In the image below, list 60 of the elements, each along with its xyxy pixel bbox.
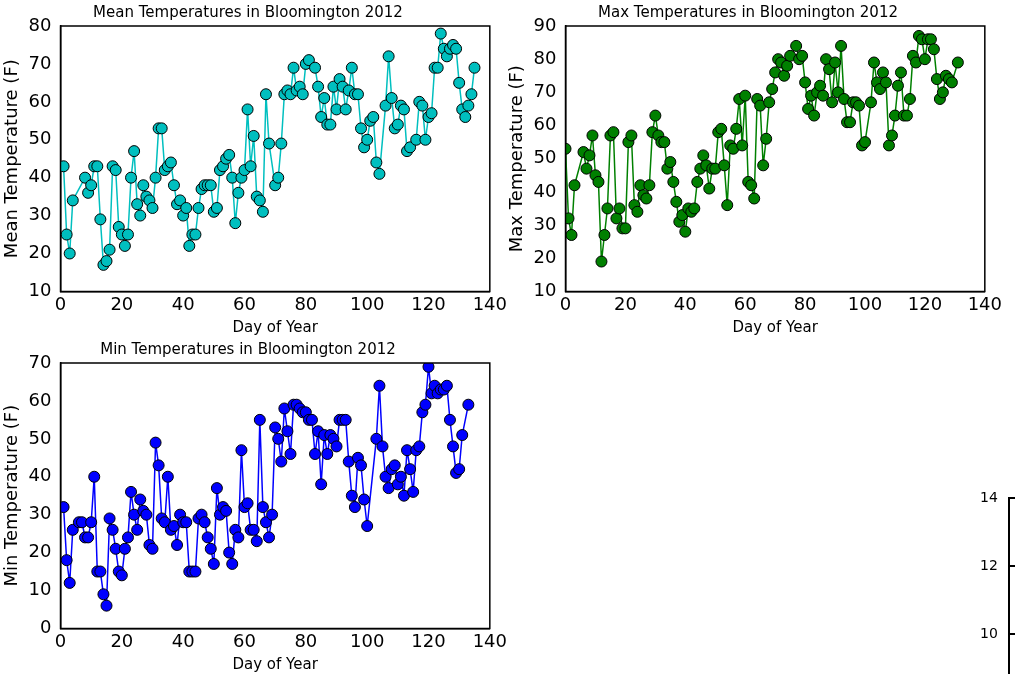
y-tick-label: 30	[533, 212, 557, 234]
x-tick-label: 100	[847, 292, 883, 314]
y-tick-label: 60	[28, 89, 52, 111]
y-tick-label: 40	[28, 165, 52, 187]
x-tick-label: 60	[233, 292, 256, 314]
y-tick-label: 80	[28, 13, 52, 35]
text: 14	[980, 488, 998, 506]
y-tick-label: 50	[28, 426, 52, 448]
x-axis-title: Day of Year	[732, 317, 819, 336]
x-axis-title: Day of Year	[232, 654, 319, 673]
x-tick-label: 120	[411, 629, 446, 651]
x-tick-label: 60	[733, 292, 757, 314]
y-tick-label: 10	[28, 578, 52, 600]
y-tick-label: 30	[28, 502, 52, 524]
y-tick-label: 90	[533, 13, 557, 35]
x-tick-label: 100	[349, 292, 385, 314]
x-tick-label: 20	[110, 292, 134, 314]
x-tick-label: 40	[171, 629, 195, 651]
y-axis-title: Min Temperature (F)	[0, 404, 22, 587]
y-tick-label: 30	[28, 203, 52, 225]
x-tick-label: 60	[233, 629, 256, 651]
text: 10	[980, 624, 998, 642]
y-tick-label: 60	[28, 388, 52, 410]
x-tick-label: 80	[294, 629, 318, 651]
x-tick-label: 80	[294, 292, 318, 314]
y-tick-label: 50	[28, 127, 52, 149]
y-tick-label: 10	[28, 279, 52, 301]
x-tick-label: 140	[967, 292, 1002, 314]
x-tick-label: 120	[907, 292, 943, 314]
chart-title: Min Temperatures in Bloomington 2012	[100, 339, 396, 358]
y-axis-title: Max Temperature (F)	[505, 65, 527, 253]
x-tick-label: 20	[110, 629, 134, 651]
x-tick-label: 120	[411, 292, 446, 314]
x-tick-label: 0	[54, 292, 67, 314]
y-tick-label: 70	[533, 80, 557, 102]
y-tick-label: 10	[533, 279, 557, 301]
chart-title: Mean Temperatures in Bloomington 2012	[93, 2, 403, 21]
x-tick-label: 0	[54, 629, 67, 651]
y-tick-label: 60	[533, 113, 557, 135]
y-tick-label: 40	[533, 179, 557, 201]
x-tick-label: 100	[349, 629, 385, 651]
y-tick-label: 70	[28, 350, 52, 372]
x-tick-label: 80	[793, 292, 817, 314]
x-tick-label: 140	[472, 629, 507, 651]
x-tick-label: 20	[613, 292, 637, 314]
y-tick-label: 20	[28, 241, 52, 263]
text: 12	[980, 556, 998, 574]
y-tick-label: 20	[533, 245, 557, 267]
y-tick-label: 80	[533, 46, 557, 68]
y-tick-label: 40	[28, 464, 52, 486]
x-tick-label: 0	[559, 292, 572, 314]
y-tick-label: 50	[533, 146, 557, 168]
y-tick-label: 70	[28, 51, 52, 73]
y-axis-title: Mean Temperature (F)	[0, 59, 22, 259]
y-tick-label: 20	[28, 540, 52, 562]
chart-title: Max Temperatures in Bloomington 2012	[598, 2, 898, 21]
x-tick-label: 40	[171, 292, 195, 314]
x-tick-label: 40	[673, 292, 697, 314]
x-axis-title: Day of Year	[232, 317, 319, 336]
x-tick-label: 140	[472, 292, 507, 314]
